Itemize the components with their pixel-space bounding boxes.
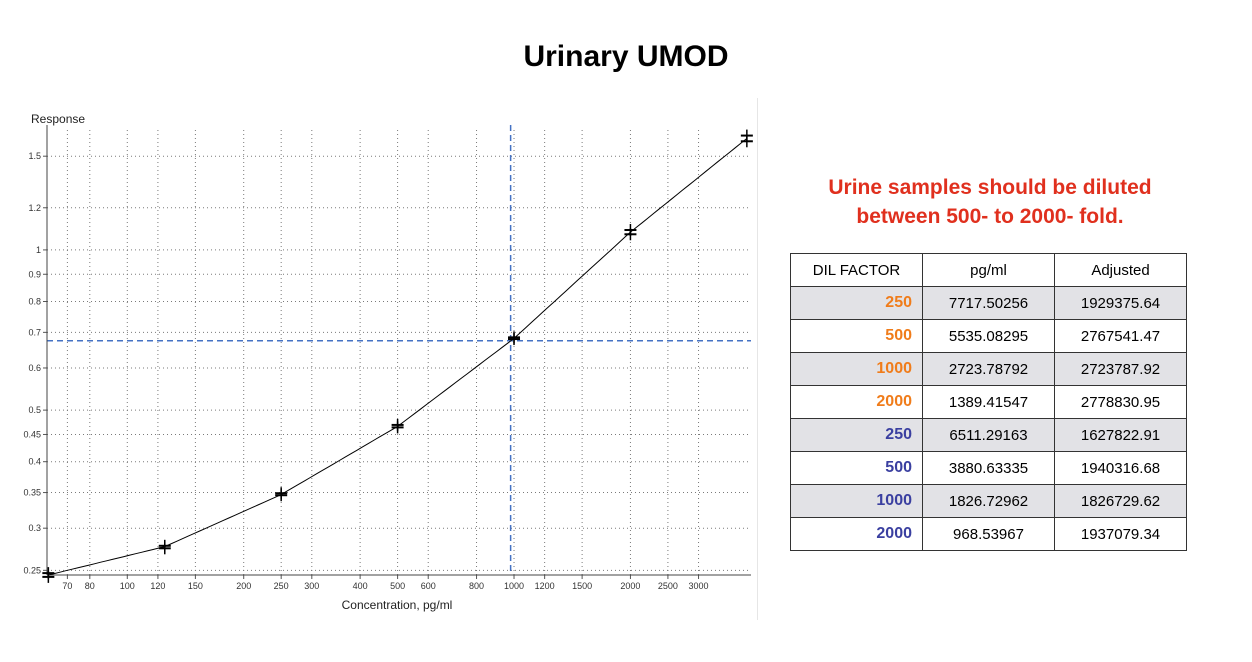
dilution-table: DIL FACTOR pg/ml Adjusted 250 7717.50256… — [790, 253, 1187, 551]
y-tick-label: 0.35 — [23, 488, 41, 498]
x-tick-label: 1200 — [535, 581, 555, 591]
dil-factor-cell: 1000 — [790, 484, 923, 518]
dil-factor-cell: 2000 — [790, 517, 923, 551]
dilution-note: Urine samples should be diluted between … — [780, 173, 1200, 231]
x-tick-label: 300 — [304, 581, 319, 591]
x-tick-label: 150 — [188, 581, 203, 591]
fit-curve-layer — [48, 138, 748, 576]
x-tick-label: 120 — [150, 581, 165, 591]
data-point — [391, 421, 404, 434]
table-row: 500 3880.63335 1940316.68 — [790, 451, 1187, 485]
table-row: 2000 1389.41547 2778830.95 — [790, 385, 1187, 419]
x-tick-label: 100 — [120, 581, 135, 591]
data-point — [508, 333, 521, 346]
y-tick-label: 1.5 — [28, 151, 41, 161]
fit-curve — [48, 138, 748, 576]
axes — [43, 125, 751, 579]
y-tick-label: 0.8 — [28, 296, 41, 306]
x-tick-label: 2500 — [658, 581, 678, 591]
adjusted-cell: 1929375.64 — [1054, 286, 1187, 320]
adjusted-cell: 2767541.47 — [1054, 319, 1187, 353]
dil-factor-cell: 500 — [790, 319, 923, 353]
y-tick-label: 0.7 — [28, 327, 41, 337]
data-point — [624, 228, 637, 241]
table-row: 250 6511.29163 1627822.91 — [790, 418, 1187, 452]
x-tick-label: 600 — [421, 581, 436, 591]
pgml-cell: 1826.72962 — [922, 484, 1055, 518]
y-tick-label: 1 — [36, 245, 41, 255]
x-tick-label: 1500 — [572, 581, 592, 591]
header-adjusted: Adjusted — [1054, 253, 1187, 287]
pgml-cell: 1389.41547 — [922, 385, 1055, 419]
pgml-cell: 6511.29163 — [922, 418, 1055, 452]
y-tick-label: 0.25 — [23, 565, 41, 575]
x-tick-label: 200 — [236, 581, 251, 591]
standard-curve-chart: 70 80 100 120 150 200 250 300 400 500 600 800 1000 12… — [23, 112, 753, 612]
table-row: 250 7717.50256 1929375.64 — [790, 286, 1187, 320]
table-row: 500 5535.08295 2767541.47 — [790, 319, 1187, 353]
data-points — [42, 129, 753, 583]
x-tick-label: 250 — [274, 581, 289, 591]
x-tick-label: 80 — [85, 581, 95, 591]
x-tick-label: 500 — [390, 581, 405, 591]
y-tick-label: 0.4 — [28, 457, 41, 467]
y-tick-label: 0.3 — [28, 523, 41, 533]
page-title: Urinary UMOD — [523, 40, 729, 73]
table-row: 1000 2723.78792 2723787.92 — [790, 352, 1187, 386]
data-point — [275, 489, 288, 502]
adjusted-cell: 1937079.34 — [1054, 517, 1187, 551]
dil-factor-cell: 1000 — [790, 352, 923, 386]
y-tick-label: 0.9 — [28, 269, 41, 279]
header-dil-factor: DIL FACTOR — [790, 253, 923, 287]
table-row: 2000 968.53967 1937079.34 — [790, 517, 1187, 551]
x-tick-label: 1000 — [504, 581, 524, 591]
y-tick-label: 0.6 — [28, 363, 41, 373]
reference-lines — [47, 125, 751, 575]
pgml-cell: 968.53967 — [922, 517, 1055, 551]
adjusted-cell: 1940316.68 — [1054, 451, 1187, 485]
y-tick-label: 0.5 — [28, 405, 41, 415]
dil-factor-cell: 500 — [790, 451, 923, 485]
panel-divider — [757, 98, 758, 620]
dil-factor-cell: 2000 — [790, 385, 923, 419]
y-axis-label: Response — [31, 112, 85, 126]
data-point — [158, 542, 171, 555]
table-row: 1000 1826.72962 1826729.62 — [790, 484, 1187, 518]
y-tick-label: 0.45 — [23, 429, 41, 439]
x-tick-label: 3000 — [689, 581, 709, 591]
grid-layer — [47, 130, 751, 575]
tick-labels: 70 80 100 120 150 200 250 300 400 500 600 800 1000 12… — [23, 151, 708, 591]
dil-factor-cell: 250 — [790, 286, 923, 320]
dil-factor-cell: 250 — [790, 418, 923, 452]
x-tick-label: 2000 — [620, 581, 640, 591]
x-tick-label: 400 — [353, 581, 368, 591]
adjusted-cell: 1826729.62 — [1054, 484, 1187, 518]
pgml-cell: 2723.78792 — [922, 352, 1055, 386]
x-tick-label: 70 — [62, 581, 72, 591]
data-point — [740, 135, 753, 148]
x-tick-label: 800 — [469, 581, 484, 591]
pgml-cell: 5535.08295 — [922, 319, 1055, 353]
x-axis-label: Concentration, pg/ml — [342, 598, 453, 612]
header-pgml: pg/ml — [922, 253, 1055, 287]
data-point — [42, 570, 55, 583]
note-line-2: between 500- to 2000- fold. — [856, 205, 1124, 228]
y-tick-label: 1.2 — [28, 203, 41, 213]
note-line-1: Urine samples should be diluted — [828, 176, 1152, 199]
pgml-cell: 7717.50256 — [922, 286, 1055, 320]
adjusted-cell: 2723787.92 — [1054, 352, 1187, 386]
pgml-cell: 3880.63335 — [922, 451, 1055, 485]
adjusted-cell: 2778830.95 — [1054, 385, 1187, 419]
adjusted-cell: 1627822.91 — [1054, 418, 1187, 452]
table-header-row: DIL FACTOR pg/ml Adjusted — [790, 253, 1187, 287]
